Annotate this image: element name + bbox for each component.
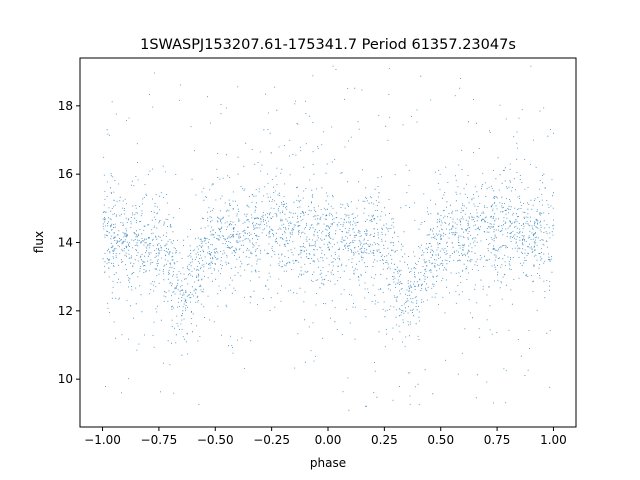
y-axis: 10 12 14 16 18 [58, 99, 80, 386]
y-tick-label: 14 [58, 236, 73, 250]
x-axis-title: phase [310, 456, 346, 470]
x-axis: −1.00 −0.75 −0.50 −0.25 0.00 0.25 0.50 0.75 1.00 [84, 427, 567, 447]
x-tick-label: 0.75 [484, 433, 511, 447]
chart-title: 1SWASPJ153207.61-175341.7 Period 61357.2… [140, 37, 516, 53]
x-tick-label: −1.00 [84, 433, 121, 447]
y-axis-title: flux [32, 231, 46, 253]
y-tick-label: 18 [58, 99, 73, 113]
x-tick-label: 0.50 [427, 433, 454, 447]
x-tick-label: −0.75 [141, 433, 178, 447]
x-tick-label: 0.25 [371, 433, 398, 447]
x-tick-label: 1.00 [540, 433, 567, 447]
y-tick-label: 12 [58, 304, 73, 318]
y-tick-label: 10 [58, 372, 73, 386]
y-tick-label: 16 [58, 167, 73, 181]
x-tick-label: −0.50 [197, 433, 234, 447]
x-tick-label: 0.00 [315, 433, 342, 447]
x-tick-label: −0.25 [253, 433, 290, 447]
